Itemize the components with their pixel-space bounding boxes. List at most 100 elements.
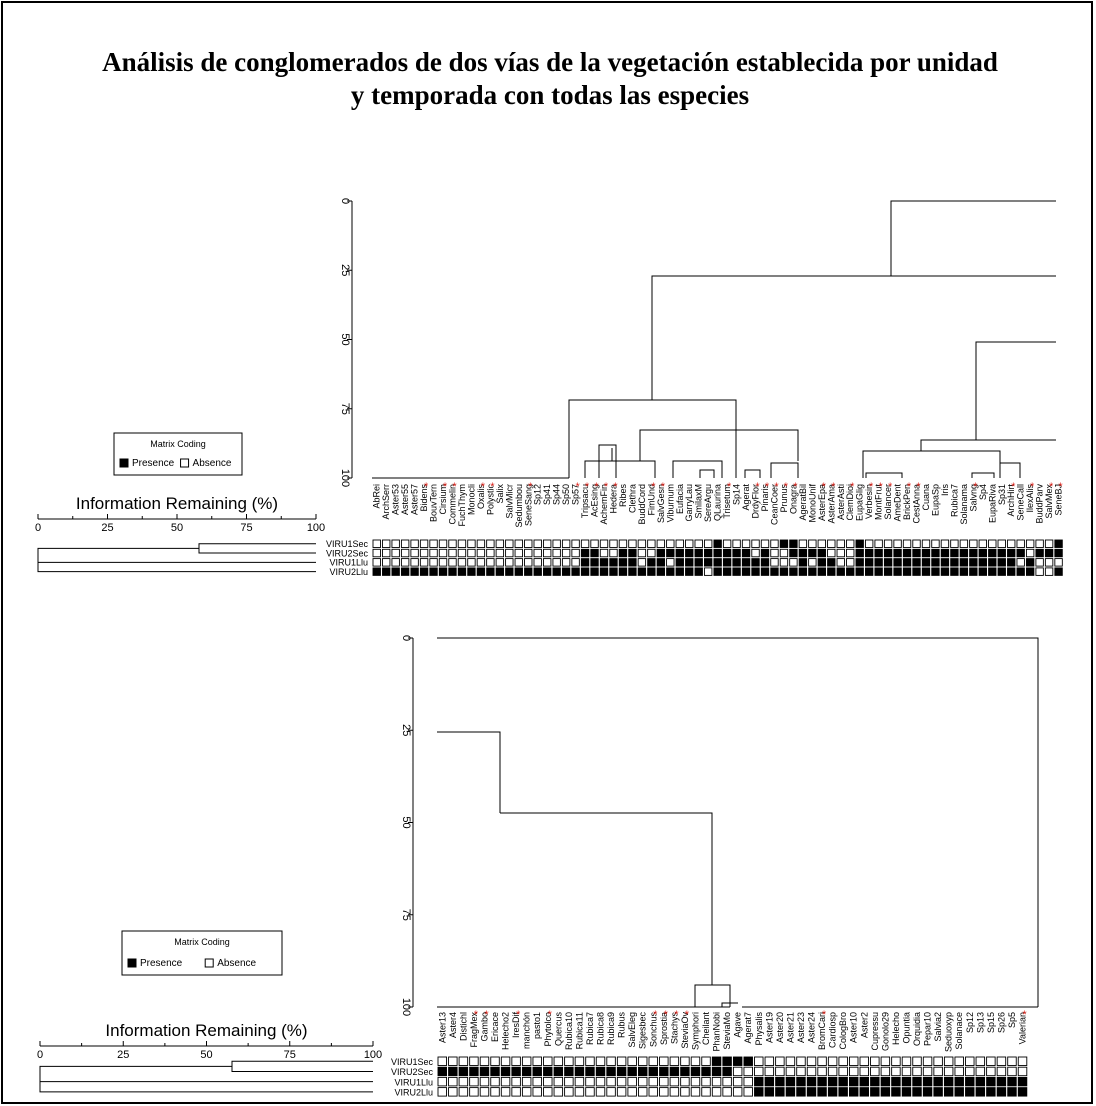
presence-cell (849, 1087, 859, 1097)
presence-cell (760, 567, 770, 576)
presence-cell (1017, 1076, 1028, 1087)
presence-cell (595, 1066, 606, 1077)
absence-cell (785, 1066, 796, 1077)
absence-cell (741, 539, 751, 548)
presence-cell (891, 1076, 901, 1087)
presence-cell (836, 567, 845, 576)
absence-cell (975, 1066, 986, 1077)
absence-cell (827, 539, 836, 548)
species-label: Tripsacu (580, 484, 590, 518)
absence-cell (521, 1087, 532, 1097)
species-label: Cardiosp (828, 1012, 838, 1048)
absence-cell (564, 1076, 574, 1087)
absence-cell (564, 1056, 574, 1066)
absence-cell (846, 539, 855, 548)
presence-cell (711, 1066, 722, 1077)
absence-cell (543, 558, 552, 567)
absence-cell (754, 1066, 764, 1077)
absence-cell (571, 539, 580, 548)
absence-cell (448, 558, 457, 567)
absence-cell (760, 539, 770, 548)
species-label: GarryLau (684, 484, 694, 522)
absence-cell (659, 1087, 669, 1097)
absence-cell (609, 539, 618, 548)
species-label: Rubus (617, 1012, 627, 1039)
species-label: AmeDent (893, 484, 903, 522)
presence-cell (996, 1076, 1007, 1087)
species-label: manchón (522, 1012, 532, 1049)
species-label: SereArgu (703, 484, 713, 522)
presence-cell (666, 548, 675, 558)
absence-cell (467, 539, 476, 548)
presence-cell (940, 558, 950, 567)
absence-cell (680, 1056, 690, 1066)
presence-cell (590, 548, 599, 558)
presence-cell (713, 558, 722, 567)
absence-cell (996, 1056, 1007, 1066)
species-labels: AbRei ArchSerr Aster53 Aster55 Aster57 Bidens… (372, 484, 1064, 528)
indicator-star: * (674, 1009, 679, 1021)
dendrogram-link (568, 399, 737, 478)
presence-cell (467, 567, 476, 576)
absence-cell (732, 1066, 743, 1077)
species-label: CologBro (838, 1012, 848, 1050)
species-label: Stachys (669, 1012, 679, 1045)
species-label: Rubica11 (574, 1012, 584, 1049)
presence-cell (511, 1066, 521, 1077)
species-label: Gonolo29 (880, 1012, 890, 1051)
presence-cell (997, 558, 1006, 567)
species-label: SeneSang (523, 484, 533, 526)
absence-cell (495, 539, 505, 548)
presence-cell (891, 1087, 901, 1097)
species-label: Aster57 (410, 484, 420, 515)
absence-cell (543, 1087, 553, 1097)
presence-cell (864, 567, 874, 576)
absence-cell (940, 539, 950, 548)
absence-cell (846, 548, 855, 558)
presence-cell (685, 567, 694, 576)
species-label: FimUnd (646, 484, 656, 516)
presence-cell (880, 1076, 891, 1087)
presence-cell (954, 1087, 964, 1097)
presence-cell (959, 548, 969, 558)
dendrogram-link (694, 984, 731, 1007)
species-label: Sp41 (542, 484, 552, 505)
absence-cell (486, 558, 495, 567)
absence-cell (978, 539, 988, 548)
presence-cell (1016, 548, 1025, 558)
presence-cell (656, 558, 666, 567)
absence-cell (798, 539, 808, 548)
presence-cell (732, 548, 741, 558)
species-label: AbRei (372, 484, 382, 509)
vertical-axis-tick-label: 50 (339, 333, 351, 345)
presence-cell (666, 567, 675, 576)
species-dendrogram (437, 637, 1039, 1008)
absence-cell (817, 539, 827, 548)
absence-cell (637, 558, 647, 567)
absence-cell (711, 1076, 722, 1087)
absence-cell (458, 1076, 469, 1087)
presence-cell (532, 1066, 542, 1077)
absence-cell (571, 558, 580, 567)
species-dendrogram (372, 200, 1056, 479)
species-label: EupaSp (930, 484, 940, 516)
absence-cell (500, 1087, 511, 1097)
presence-cell (950, 548, 959, 558)
absence-cell (779, 558, 789, 567)
species-label: Physalis (754, 1012, 764, 1046)
species-label: Aster24 (807, 1012, 817, 1043)
presence-cell (880, 1087, 891, 1097)
absence-cell (627, 1076, 637, 1087)
presence-cell (448, 1066, 458, 1077)
presence-cell (849, 1076, 859, 1087)
absence-cell (469, 1076, 479, 1087)
indicator-star: * (727, 481, 732, 493)
absence-cell (943, 1056, 954, 1066)
info-axis-tick-label: 100 (307, 522, 325, 534)
presence-cell (859, 1087, 870, 1097)
legend-absence-swatch (204, 958, 214, 968)
indicator-star: * (443, 481, 448, 493)
absence-cell (382, 539, 391, 548)
species-label: Aster2 (859, 1012, 869, 1038)
species-label: CeanCoer (769, 484, 779, 525)
